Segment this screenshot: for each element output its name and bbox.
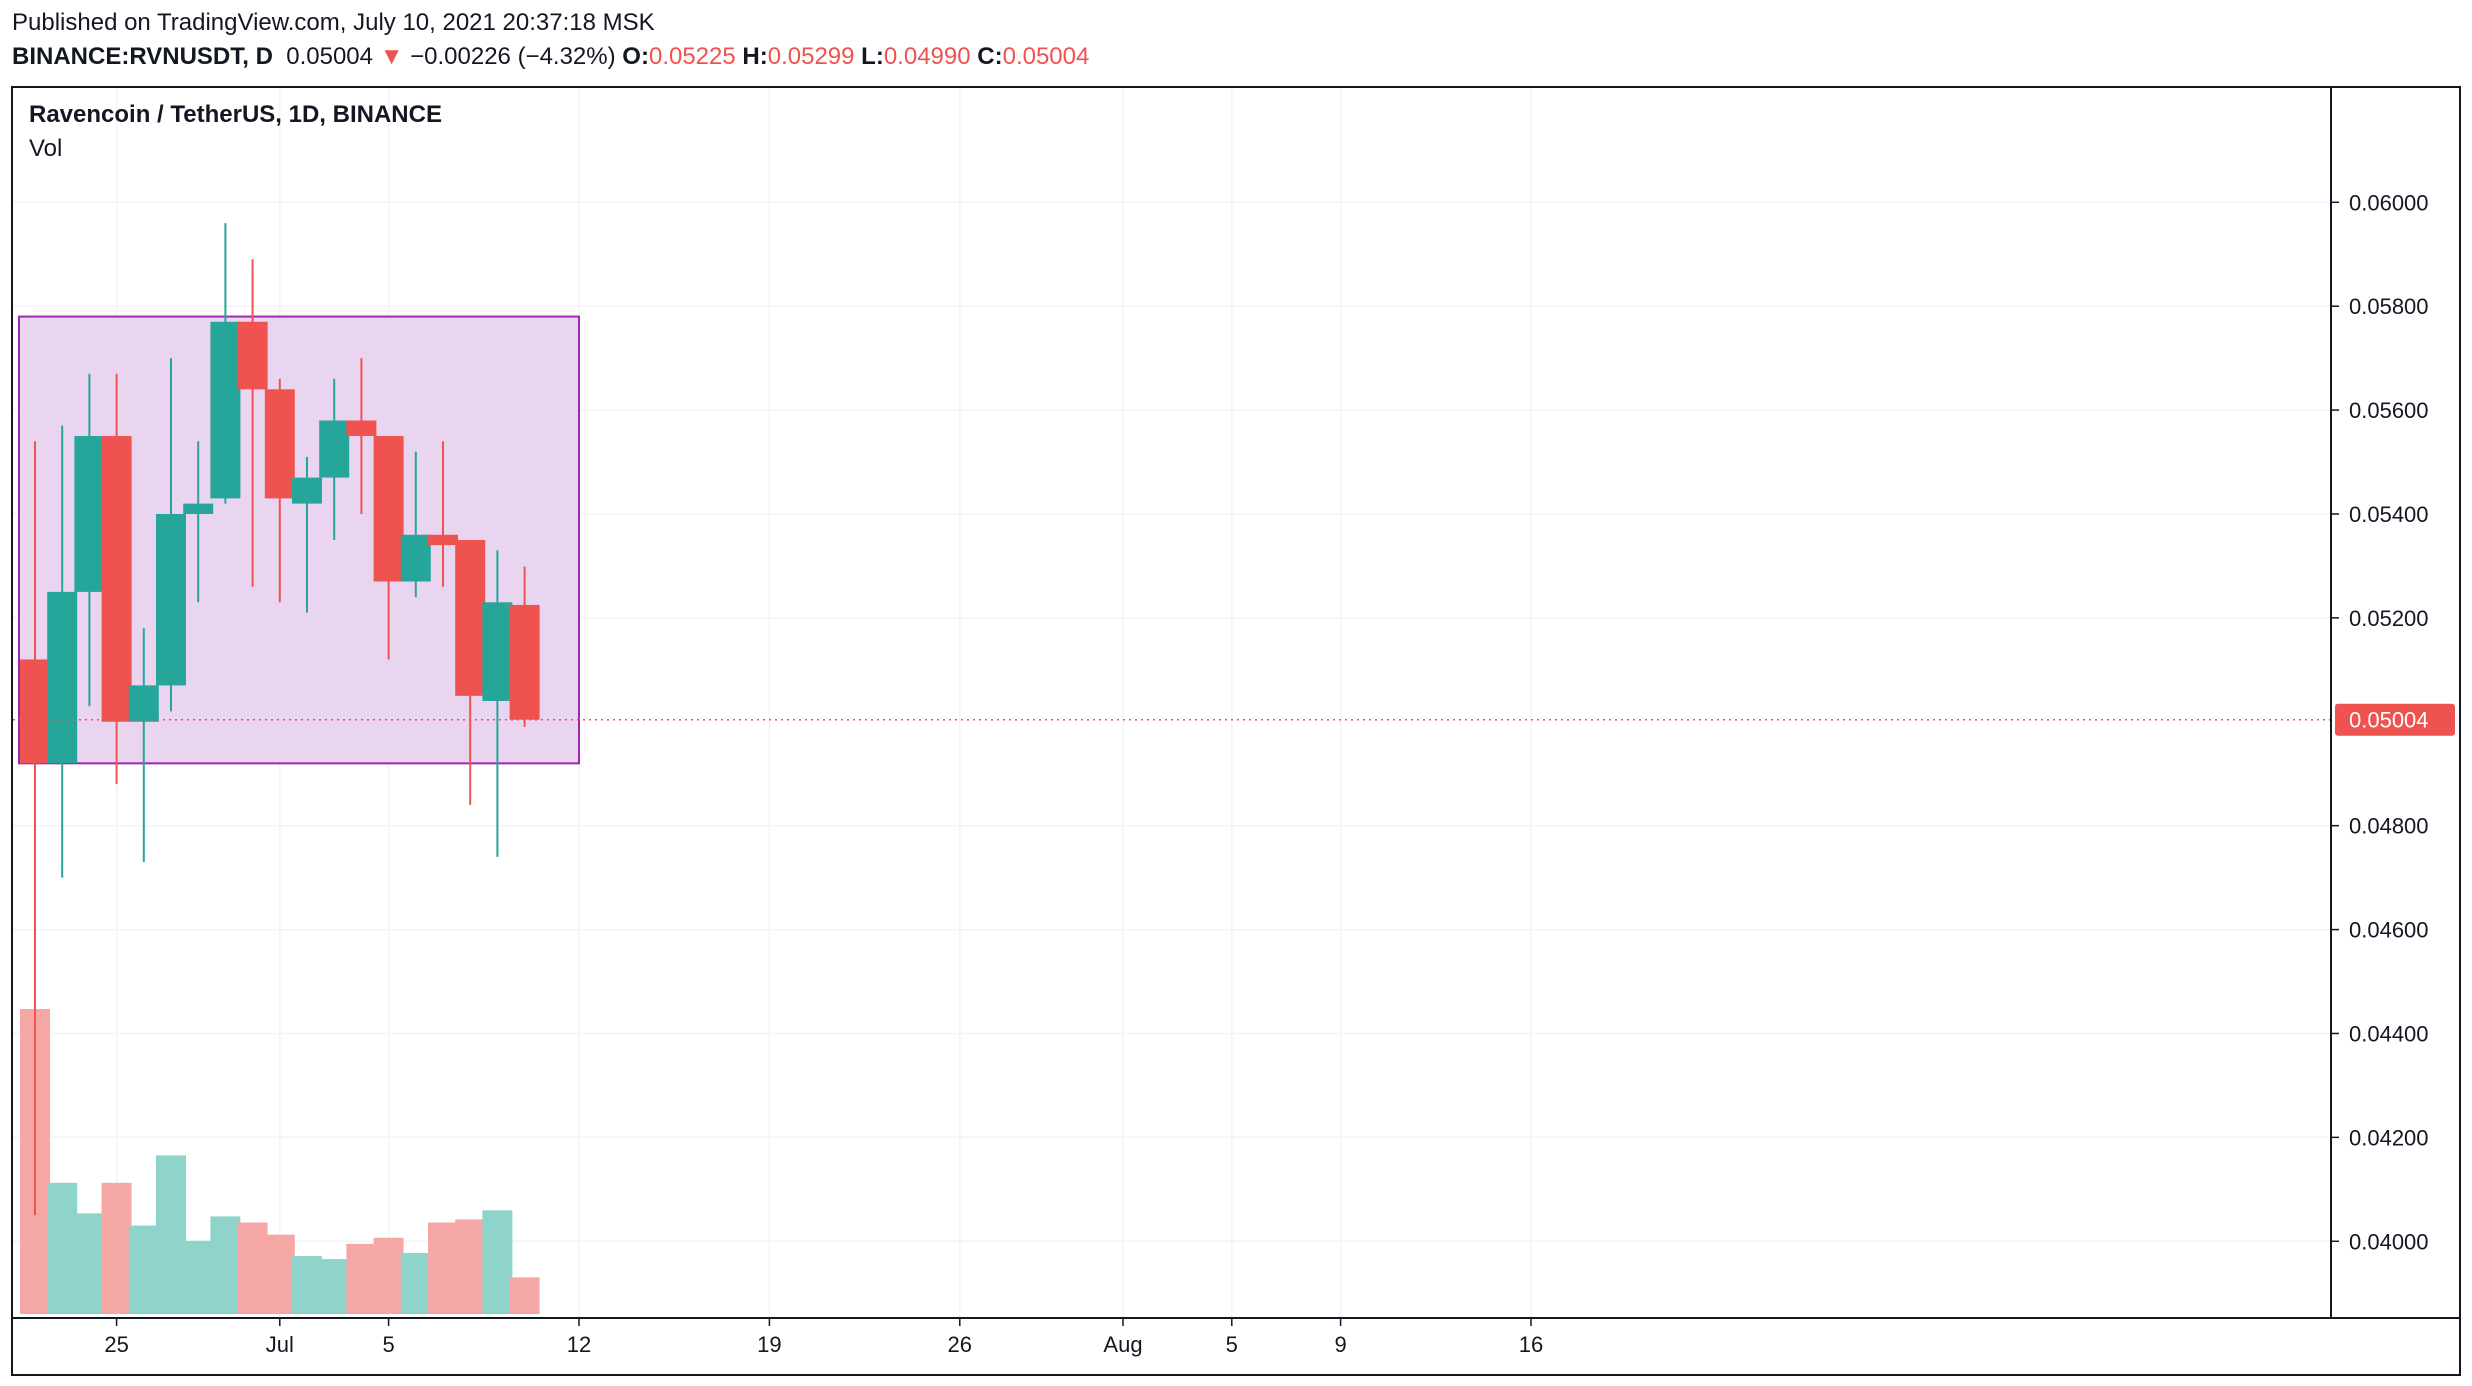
candle-body [156,513,186,686]
candlesticks [20,223,540,1216]
high-label: H: [742,43,768,70]
candle-body [47,591,78,764]
published-line: Published on TradingView.com, July 10, 2… [12,9,655,36]
time-tick-label: 9 [1334,1332,1346,1357]
volume-bar [183,1240,214,1314]
close-value: 0.05004 [1002,43,1090,70]
last-price-badge [2335,703,2455,736]
volume-bar [428,1222,458,1314]
time-tick-label: 5 [382,1332,394,1357]
volume-bar [74,1213,105,1314]
candle-body [482,602,513,701]
low-value: 0.04990 [883,43,971,70]
price-tick-label: 0.05400 [2349,502,2429,527]
last-price-badge-label: 0.05004 [2349,708,2429,733]
volume-bar [455,1219,486,1314]
volume-bar [400,1253,431,1314]
open-value: 0.05225 [648,43,736,70]
time-tick-label: 25 [104,1332,128,1357]
last-price-line: 0.05004 [13,703,2455,736]
candle-body [183,503,214,514]
candle-body [237,321,268,390]
volume-bar [156,1155,186,1314]
price-tick-label: 0.04000 [2349,1229,2429,1254]
price-chart[interactable]: 0.05004 0.06000 0.05800 0.05600 0.05400 0.05… [13,88,2459,1374]
time-tick-label: 16 [1519,1332,1543,1357]
candle-body [319,420,350,478]
volume-bar [346,1243,377,1314]
time-axis[interactable]: 25 Jul 5 12 19 26 Aug 5 9 16 [13,1317,2459,1357]
time-tick-label: 12 [567,1332,591,1357]
candle-body [428,534,458,546]
price-tick-label: 0.05800 [2349,294,2429,319]
time-tick-label: Aug [1103,1332,1142,1357]
volume-bar [47,1182,78,1314]
close-label: C: [977,43,1003,70]
volume-bar [264,1234,295,1314]
candle-body [210,321,241,499]
candle-body [264,389,295,499]
high-value: 0.05299 [767,43,855,70]
volume-bar [101,1182,132,1314]
volume-bar [482,1210,513,1314]
price-axis[interactable]: 0.06000 0.05800 0.05600 0.05400 0.05200 0.048… [2330,88,2429,1318]
candle-body [400,534,431,582]
price-change: −0.00226 (−4.32%) [410,43,616,70]
volume-bar [509,1277,540,1314]
candle-body [373,436,404,582]
time-tick-label: 5 [1226,1332,1238,1357]
price-tick-label: 0.04800 [2349,814,2429,839]
time-tick-label: 19 [757,1332,781,1357]
price-tick-label: 0.05600 [2349,398,2429,423]
price-tick-label: 0.06000 [2349,190,2429,215]
time-tick-label: Jul [266,1332,294,1357]
time-tick-label: 26 [948,1332,972,1357]
volume-bar [237,1222,268,1314]
chart-legend-title: Ravencoin / TetherUS, 1D, BINANCE [29,101,442,128]
candle-body [455,539,486,696]
volume-bar [319,1259,350,1314]
candle-body [101,436,132,722]
open-label: O: [622,43,649,70]
candle-body [292,477,322,504]
volume-bar [373,1237,404,1314]
volume-bars [20,1009,540,1314]
candle-body [128,685,159,722]
volume-bar [292,1256,322,1314]
volume-legend-label: Vol [29,135,62,162]
price-tick-label: 0.04200 [2349,1125,2429,1150]
symbol-name[interactable]: BINANCE:RVNUSDT, D [12,43,273,70]
chart-frame: 0.05004 0.06000 0.05800 0.05600 0.05400 0.05… [11,86,2461,1376]
price-tick-label: 0.04600 [2349,918,2429,943]
price-tick-label: 0.05200 [2349,606,2429,631]
volume-bar [210,1216,241,1314]
candle-body [74,436,105,592]
candle-body [20,659,50,764]
candle-body [509,604,540,720]
volume-bar [128,1225,159,1314]
low-label: L: [861,43,884,70]
symbol-info-line: BINANCE:RVNUSDT, D 0.05004 ▼ −0.00226 (−… [12,42,1089,72]
last-price: 0.05004 [286,43,374,70]
price-tick-label: 0.04400 [2349,1021,2429,1046]
candle-body [346,420,377,437]
down-arrow-icon: ▼ [379,43,404,70]
